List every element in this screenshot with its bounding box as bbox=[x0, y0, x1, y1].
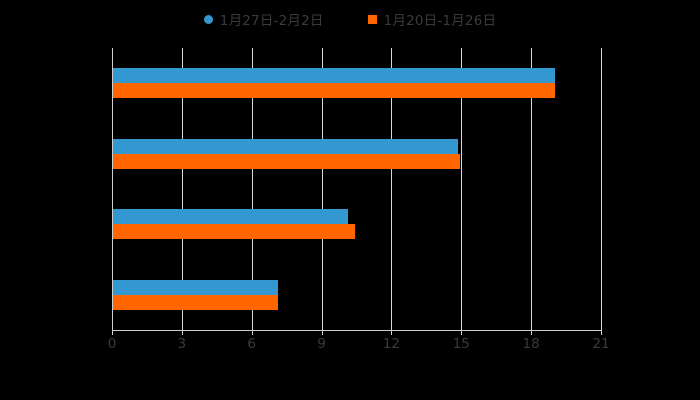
x-axis-tick bbox=[601, 330, 602, 335]
x-axis-tick bbox=[251, 330, 253, 335]
gridline bbox=[531, 48, 533, 330]
x-axis-line bbox=[112, 330, 602, 331]
x-axis-tick-label: 3 bbox=[177, 336, 187, 352]
bar-series-b[interactable] bbox=[113, 153, 460, 169]
x-axis-tick-label: 0 bbox=[107, 336, 117, 352]
x-axis-tick bbox=[461, 330, 463, 335]
bar-series-b[interactable] bbox=[113, 224, 356, 240]
legend-label: 1月27日-2月2日 bbox=[219, 13, 324, 29]
x-axis-tick bbox=[181, 330, 183, 335]
x-axis-tick bbox=[391, 330, 393, 335]
bar-series-a[interactable] bbox=[113, 209, 349, 225]
legend-item-2[interactable]: 1月20日-1月26日 bbox=[367, 9, 497, 29]
x-axis-tick bbox=[112, 330, 113, 335]
x-axis-tick-label: 18 bbox=[522, 336, 540, 352]
x-axis-tick-label: 6 bbox=[247, 336, 256, 352]
x-axis-tick-label: 21 bbox=[592, 336, 610, 352]
chart-legend: 1月27日-2月2日 1月20日-1月26日 bbox=[0, 6, 700, 32]
plot-area bbox=[112, 48, 602, 330]
legend-item-1[interactable]: 1月27日-2月2日 bbox=[203, 9, 324, 29]
x-axis-tick-label: 12 bbox=[382, 336, 401, 352]
legend-marker-circle-icon bbox=[203, 14, 213, 24]
x-axis-tick bbox=[321, 330, 323, 335]
bar-series-b[interactable] bbox=[113, 83, 556, 99]
gridline bbox=[181, 48, 183, 330]
x-axis-tick-label: 9 bbox=[317, 336, 326, 352]
gridline bbox=[321, 48, 323, 330]
legend-marker-square-icon bbox=[367, 14, 377, 24]
bar-series-a[interactable] bbox=[113, 68, 556, 84]
x-axis-tick-label: 15 bbox=[452, 336, 470, 352]
bar-series-a[interactable] bbox=[113, 138, 458, 154]
x-axis-tick bbox=[531, 330, 533, 335]
gridline bbox=[461, 48, 463, 330]
bar-series-b[interactable] bbox=[113, 294, 279, 310]
gridline bbox=[251, 48, 253, 330]
gridline bbox=[601, 48, 602, 330]
y-axis-line bbox=[112, 48, 113, 330]
legend-label: 1月20日-1月26日 bbox=[383, 13, 497, 29]
gridline bbox=[391, 48, 393, 330]
bar-series-a[interactable] bbox=[113, 279, 279, 295]
